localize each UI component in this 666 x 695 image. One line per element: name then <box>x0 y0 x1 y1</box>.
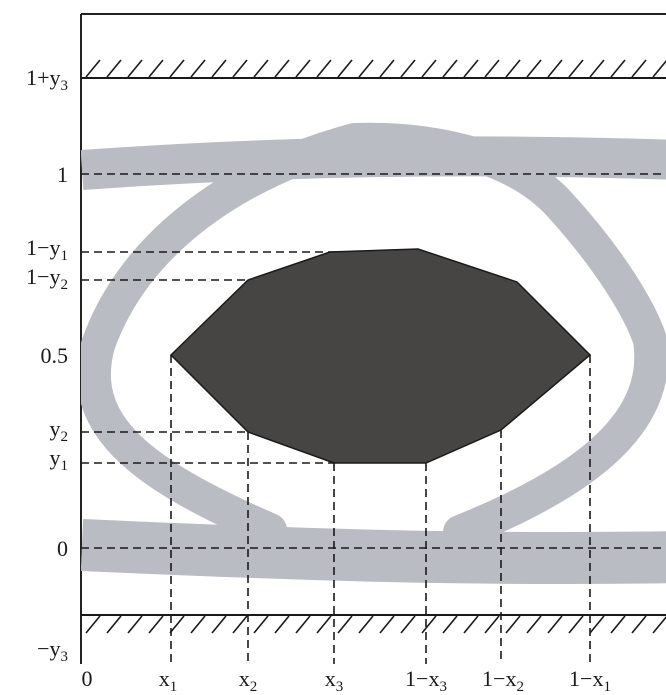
y-label-y2: y2 <box>50 416 69 445</box>
x-label-x1: x1 <box>159 666 178 695</box>
lower-rail-hatch-stroke-27 <box>652 615 666 634</box>
upper-rail-hatch-stroke-26 <box>631 59 647 78</box>
lower-rail-hatch-stroke-19 <box>484 615 500 634</box>
lower-rail-hatch-stroke-20 <box>505 615 521 634</box>
bottom-level-band <box>81 519 666 585</box>
upper-rail-hatch-stroke-2 <box>127 59 143 78</box>
lower-rail-hatch-stroke-2 <box>127 615 143 634</box>
reference-lines <box>81 173 666 664</box>
lower-rail-hatch-stroke-12 <box>337 615 353 634</box>
upper-rail-hatch-stroke-14 <box>379 59 395 78</box>
lower-rail-hatch-stroke-3 <box>148 615 164 634</box>
lower-rail-hatch-stroke-26 <box>631 615 647 634</box>
lower-rail-hatch-stroke-22 <box>547 615 563 634</box>
upper-rail-hatch-stroke-17 <box>442 59 458 78</box>
plot-area <box>81 59 666 664</box>
upper-rail-hatch-stroke-16 <box>421 59 437 78</box>
lower-rail-hatch-stroke-11 <box>316 615 332 634</box>
lower-rail-hatch-stroke-0 <box>85 615 101 634</box>
top-level-band <box>81 136 666 190</box>
lower-rail-hatch-stroke-17 <box>442 615 458 634</box>
y-label-y1: y1 <box>50 445 69 474</box>
lower-rail-hatch-stroke-10 <box>295 615 311 634</box>
upper-rail-hatch-stroke-11 <box>316 59 332 78</box>
upper-rail-hatch-stroke-24 <box>589 59 605 78</box>
lower-rail-hatching <box>85 615 666 634</box>
y-label-one-minus-y2: 1−y2 <box>26 264 68 293</box>
upper-rail-hatch-stroke-4 <box>169 59 185 78</box>
lower-rail-hatch-stroke-24 <box>589 615 605 634</box>
y-label-one: 1 <box>57 162 68 187</box>
upper-rail-hatch-stroke-21 <box>526 59 542 78</box>
y-label-one-minus-y1: 1−y1 <box>26 235 68 264</box>
y-label-zero: 0 <box>57 536 68 561</box>
upper-rail-hatch-stroke-19 <box>484 59 500 78</box>
lower-rail-hatch-stroke-7 <box>232 615 248 634</box>
upper-rail-hatch-stroke-8 <box>253 59 269 78</box>
plot-frame <box>80 13 666 664</box>
x-axis-labels: 0 x1 x2 x3 1−x3 1−x2 1−x1 <box>82 666 611 695</box>
lower-rail-hatch-stroke-5 <box>190 615 206 634</box>
lower-rail <box>81 614 666 634</box>
lower-rail-hatch-stroke-21 <box>526 615 542 634</box>
eye-transition-band <box>81 122 666 549</box>
lower-rail-hatch-stroke-16 <box>421 615 437 634</box>
upper-rail-hatch-stroke-10 <box>295 59 311 78</box>
x-label-one-minus-x3: 1−x3 <box>405 666 447 695</box>
lower-rail-hatch-stroke-8 <box>253 615 269 634</box>
upper-rail-hatch-stroke-6 <box>211 59 227 78</box>
upper-rail-hatch-stroke-9 <box>274 59 290 78</box>
upper-rail-hatch-stroke-1 <box>106 59 122 78</box>
y-label-minus-y3: −y3 <box>37 636 68 665</box>
upper-rail-hatch-stroke-12 <box>337 59 353 78</box>
eye-mask-polygon <box>169 248 592 464</box>
x-label-x3: x3 <box>325 666 344 695</box>
x-label-one-minus-x2: 1−x2 <box>482 666 524 695</box>
upper-rail-hatch-stroke-23 <box>568 59 584 78</box>
lower-rail-hatch-stroke-1 <box>106 615 122 634</box>
upper-rail <box>81 59 666 79</box>
upper-rail-hatching <box>85 59 666 78</box>
lower-rail-hatch-stroke-18 <box>463 615 479 634</box>
upper-rail-hatch-stroke-27 <box>652 59 666 78</box>
eye-pattern-bands <box>81 122 666 585</box>
lower-rail-hatch-stroke-6 <box>211 615 227 634</box>
upper-rail-hatch-stroke-5 <box>190 59 206 78</box>
x-label-x2: x2 <box>239 666 258 695</box>
upper-rail-hatch-stroke-15 <box>400 59 416 78</box>
upper-rail-hatch-stroke-13 <box>358 59 374 78</box>
upper-rail-hatch-stroke-7 <box>232 59 248 78</box>
upper-rail-hatch-stroke-25 <box>610 59 626 78</box>
upper-rail-hatch-stroke-20 <box>505 59 521 78</box>
lower-rail-hatch-stroke-25 <box>610 615 626 634</box>
lower-rail-hatch-stroke-15 <box>400 615 416 634</box>
y-axis-labels: 1+y3 1 1−y1 1−y2 0.5 y2 y1 0 −y3 <box>26 65 68 665</box>
lower-rail-hatch-stroke-14 <box>379 615 395 634</box>
lower-rail-hatch-stroke-4 <box>169 615 185 634</box>
upper-rail-hatch-stroke-22 <box>547 59 563 78</box>
x-label-zero: 0 <box>82 666 93 691</box>
upper-rail-hatch-stroke-0 <box>85 59 101 78</box>
x-label-one-minus-x1: 1−x1 <box>569 666 611 695</box>
lower-rail-hatch-stroke-23 <box>568 615 584 634</box>
upper-rail-hatch-stroke-3 <box>148 59 164 78</box>
lower-rail-hatch-stroke-9 <box>274 615 290 634</box>
y-label-one-plus-y3: 1+y3 <box>26 65 68 94</box>
upper-rail-hatch-stroke-18 <box>463 59 479 78</box>
y-label-half: 0.5 <box>41 343 69 368</box>
lower-rail-hatch-stroke-13 <box>358 615 374 634</box>
